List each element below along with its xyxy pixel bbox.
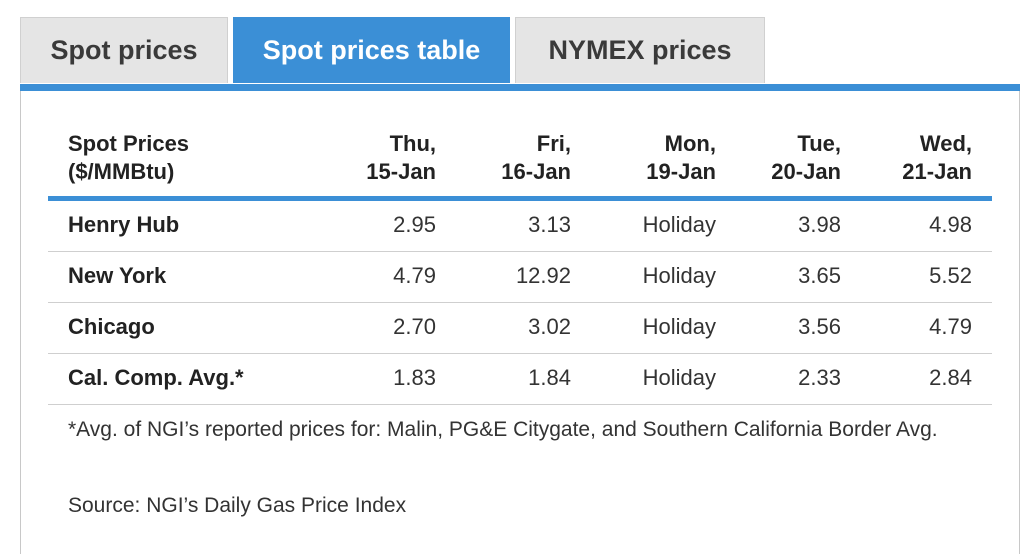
panel-border-right: [1019, 91, 1020, 554]
header-label: Spot Prices ($/MMBtu): [68, 131, 190, 184]
row-label: Cal. Comp. Avg.*: [68, 365, 244, 390]
cell: 2.84: [929, 365, 972, 390]
tab-spot-prices-table[interactable]: Spot prices table: [233, 17, 510, 83]
table-row: Chicago 2.70 3.02 Holiday 3.56 4.79: [48, 303, 992, 354]
panel-border-left: [20, 91, 21, 554]
source-note: Source: NGI’s Daily Gas Price Index: [68, 494, 407, 517]
cell: Holiday: [642, 212, 716, 237]
cell: 2.33: [798, 365, 841, 390]
header-col-wed: Wed, 21-Jan: [902, 131, 972, 184]
table-row: Henry Hub 2.95 3.13 Holiday 3.98 4.98: [48, 201, 992, 252]
footnote: *Avg. of NGI’s reported prices for: Mali…: [68, 418, 938, 441]
cell: Holiday: [642, 263, 716, 288]
cell: 3.56: [798, 314, 841, 339]
cell: 4.79: [929, 314, 972, 339]
header-col-thu: Thu, 15-Jan: [366, 131, 436, 184]
cell: 3.02: [528, 314, 571, 339]
table-row: Cal. Comp. Avg.* 1.83 1.84 Holiday 2.33 …: [48, 354, 992, 405]
header-divider: [48, 196, 992, 201]
cell: 4.98: [929, 212, 972, 237]
cell: 2.70: [393, 314, 436, 339]
header-col-tue: Tue, 20-Jan: [771, 131, 841, 184]
tab-nymex-prices[interactable]: NYMEX prices: [515, 17, 765, 83]
header-col-mon: Mon, 19-Jan: [646, 131, 716, 184]
cell: Holiday: [642, 314, 716, 339]
tab-spot-prices[interactable]: Spot prices: [20, 17, 228, 83]
cell: 12.92: [515, 263, 571, 288]
header-col-fri: Fri, 16-Jan: [501, 131, 571, 184]
spot-prices-table-header: Spot Prices ($/MMBtu) Thu, 15-Jan Fri, 1…: [48, 126, 992, 194]
cell: 5.52: [929, 263, 972, 288]
cell: 1.83: [393, 365, 436, 390]
cell: 3.98: [798, 212, 841, 237]
row-label: Henry Hub: [68, 212, 180, 237]
row-label: New York: [68, 263, 167, 288]
cell: 3.65: [798, 263, 841, 288]
table-body: Henry Hub 2.95 3.13 Holiday 3.98 4.98 Ne…: [48, 201, 992, 405]
cell: 2.95: [393, 212, 436, 237]
cell: Holiday: [642, 365, 716, 390]
cell: 3.13: [528, 212, 571, 237]
cell: 4.79: [393, 263, 436, 288]
tab-underline: [20, 84, 1020, 91]
row-label: Chicago: [68, 314, 155, 339]
cell: 1.84: [528, 365, 571, 390]
table-header-row: Spot Prices ($/MMBtu) Thu, 15-Jan Fri, 1…: [48, 126, 992, 194]
table-row: New York 4.79 12.92 Holiday 3.65 5.52: [48, 252, 992, 303]
